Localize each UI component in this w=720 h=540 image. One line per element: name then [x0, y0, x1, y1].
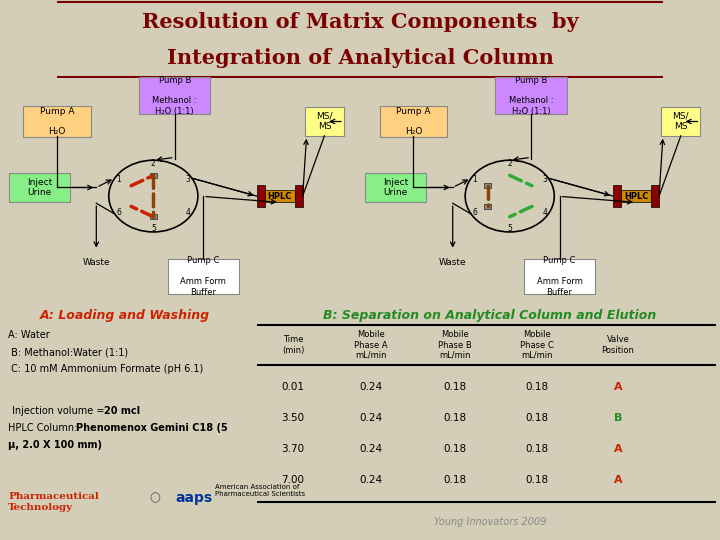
FancyBboxPatch shape [139, 77, 210, 114]
Text: American Association of
Pharmaceutical Scientists: American Association of Pharmaceutical S… [215, 483, 305, 496]
Text: 20 mcl: 20 mcl [104, 406, 140, 416]
Text: ○: ○ [150, 491, 161, 504]
Text: 3.70: 3.70 [282, 444, 305, 454]
Text: 0.18: 0.18 [443, 382, 466, 392]
Bar [150, 173, 156, 178]
Text: Pump A

H₂O: Pump A H₂O [40, 106, 74, 137]
Bar [485, 204, 491, 209]
Text: 0.18: 0.18 [526, 444, 549, 454]
Text: 0.24: 0.24 [359, 413, 382, 423]
FancyBboxPatch shape [495, 77, 567, 114]
Text: Mobile
Phase B
mL/min: Mobile Phase B mL/min [438, 330, 472, 360]
Text: A: Loading and Washing: A: Loading and Washing [40, 308, 210, 322]
Text: HPLC: HPLC [624, 192, 648, 200]
Text: 6: 6 [472, 208, 477, 217]
Text: Waste: Waste [83, 258, 110, 267]
Text: 1: 1 [116, 176, 121, 184]
Text: Waste: Waste [439, 258, 467, 267]
Text: Pump A

H₂O: Pump A H₂O [396, 106, 431, 137]
Text: 5: 5 [508, 224, 512, 233]
Bar [257, 185, 264, 207]
FancyBboxPatch shape [379, 106, 447, 137]
Text: μ, 2.0 X 100 mm): μ, 2.0 X 100 mm) [8, 440, 102, 450]
Bar [613, 185, 621, 207]
Text: HPLC: HPLC [268, 192, 292, 200]
Text: aaps: aaps [175, 491, 212, 505]
Text: 0.18: 0.18 [443, 413, 466, 423]
Text: Young Innovators 2009: Young Innovators 2009 [433, 517, 546, 527]
FancyBboxPatch shape [168, 259, 239, 294]
Text: 0.18: 0.18 [443, 475, 466, 485]
Text: 5: 5 [151, 224, 156, 233]
FancyBboxPatch shape [9, 173, 70, 202]
Text: 0.18: 0.18 [526, 382, 549, 392]
Text: 4: 4 [186, 208, 191, 217]
Text: 0.24: 0.24 [359, 382, 382, 392]
Text: 0.18: 0.18 [443, 444, 466, 454]
Text: Inject
Urine: Inject Urine [383, 178, 408, 197]
Text: MS/
MS: MS/ MS [316, 112, 333, 131]
Text: 0.18: 0.18 [526, 475, 549, 485]
Bar [150, 214, 156, 219]
Text: A: A [613, 475, 622, 485]
Text: 3: 3 [186, 176, 191, 184]
Text: HPLC Column:: HPLC Column: [8, 423, 81, 433]
Text: 2: 2 [508, 159, 512, 168]
Text: Injection volume =: Injection volume = [12, 406, 107, 416]
Bar [651, 185, 659, 207]
Text: Phenomenox Gemini C18 (5: Phenomenox Gemini C18 (5 [76, 423, 228, 433]
Text: 6: 6 [116, 208, 121, 217]
FancyBboxPatch shape [23, 106, 91, 137]
FancyBboxPatch shape [365, 173, 426, 202]
Text: Pump B

Methanol :
H₂O (1:1): Pump B Methanol : H₂O (1:1) [509, 76, 554, 116]
Text: Mobile
Phase A
mL/min: Mobile Phase A mL/min [354, 330, 387, 360]
Text: 3: 3 [542, 176, 547, 184]
Bar [621, 190, 651, 202]
FancyBboxPatch shape [524, 259, 595, 294]
Text: 2: 2 [151, 159, 156, 168]
Text: C: 10 mM Ammonium Formate (pH 6.1): C: 10 mM Ammonium Formate (pH 6.1) [8, 364, 203, 374]
Text: 7.00: 7.00 [282, 475, 305, 485]
Text: B: Methanol:Water (1:1): B: Methanol:Water (1:1) [8, 347, 128, 357]
Text: 1: 1 [472, 176, 477, 184]
Text: 0.01: 0.01 [282, 382, 305, 392]
Bar [264, 190, 294, 202]
Text: 3.50: 3.50 [282, 413, 305, 423]
Bar [294, 185, 302, 207]
FancyBboxPatch shape [661, 107, 701, 136]
Text: B: Separation on Analytical Column and Elution: B: Separation on Analytical Column and E… [323, 308, 657, 322]
Text: A: A [613, 382, 622, 392]
Text: Resolution of Matrix Components  by: Resolution of Matrix Components by [142, 12, 578, 32]
Text: Valve
Position: Valve Position [602, 335, 634, 355]
Bar [485, 183, 491, 188]
Text: Mobile
Phase C
mL/min: Mobile Phase C mL/min [520, 330, 554, 360]
Text: Pump C

Amm Form
Buffer: Pump C Amm Form Buffer [536, 256, 582, 296]
Text: Pump C

Amm Form
Buffer: Pump C Amm Form Buffer [180, 256, 226, 296]
Text: 0.24: 0.24 [359, 475, 382, 485]
Text: 0.18: 0.18 [526, 413, 549, 423]
Text: A: A [613, 444, 622, 454]
FancyBboxPatch shape [305, 107, 344, 136]
Text: Pump B

Methanol :
H₂O (1:1): Pump B Methanol : H₂O (1:1) [153, 76, 197, 116]
Text: 4: 4 [542, 208, 547, 217]
Text: Pharmaceutical
Technology: Pharmaceutical Technology [8, 492, 99, 512]
Text: A: Water: A: Water [8, 330, 50, 340]
Text: Time
(min): Time (min) [282, 335, 304, 355]
Text: Inject
Urine: Inject Urine [27, 178, 52, 197]
Text: Integration of Analytical Column: Integration of Analytical Column [166, 48, 554, 68]
Text: MS/
MS: MS/ MS [672, 112, 689, 131]
Text: 0.24: 0.24 [359, 444, 382, 454]
Text: B: B [614, 413, 622, 423]
